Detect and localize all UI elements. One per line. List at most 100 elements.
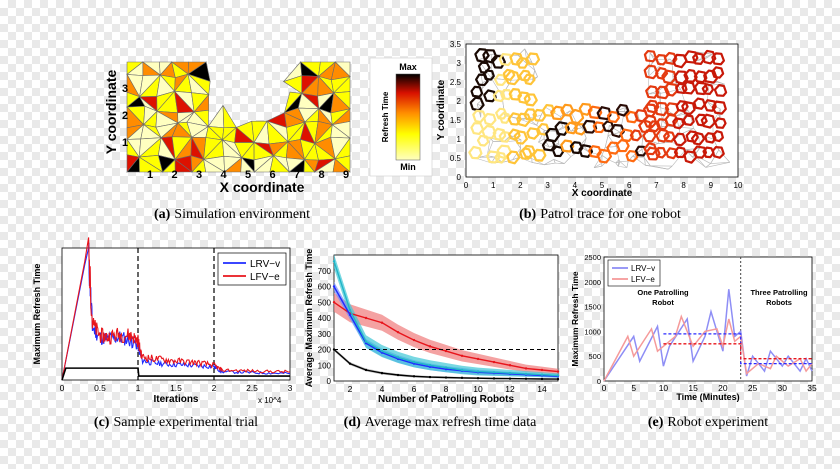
- mesh-edge: [487, 155, 496, 158]
- patrol-cell: [619, 128, 634, 143]
- panel-a-yticks: 1 2 3: [122, 83, 128, 149]
- panel-c-legend: LRV−v LFV−e: [217, 252, 287, 286]
- patrol-cell: [663, 51, 678, 65]
- panel-d-point: [444, 366, 448, 369]
- patrol-cell: [661, 69, 677, 85]
- mesh-triangle: [203, 158, 226, 173]
- patrol-cell: [681, 101, 696, 116]
- patrol-cell: [596, 106, 612, 121]
- panel-c-ylabel: Maximum Refresh Time: [32, 264, 42, 365]
- mesh-edge: [644, 157, 651, 167]
- patrol-cell: [701, 83, 715, 96]
- mesh-edge: [620, 111, 625, 127]
- panel-d-point: [508, 371, 512, 375]
- mesh-edge: [687, 109, 691, 114]
- mesh-edge: [534, 70, 538, 77]
- panel-d-point: [428, 345, 432, 348]
- panel-b-ytick: 0.5: [450, 154, 462, 163]
- patrol-cell: [703, 99, 717, 112]
- patrol-cell: [642, 129, 657, 143]
- mesh-edge: [660, 120, 663, 127]
- panel-c-caption: (c) Sample experimental trial: [94, 415, 258, 430]
- patrol-cell: [606, 141, 621, 155]
- mesh-edge: [531, 158, 545, 166]
- panel-b-xtick: 8: [681, 181, 686, 190]
- patrol-cell: [664, 102, 680, 117]
- mesh-edge: [608, 159, 616, 164]
- panel-c-xtick: 1: [136, 383, 141, 393]
- panel-c-legend-label: LFV−e: [250, 272, 280, 283]
- panel-e: 0 5 10 15 20 25 30 35 0 500 1000 1500 2000 2500 One …: [570, 253, 817, 430]
- patrol-cell: [672, 53, 688, 69]
- panel-d-point: [380, 349, 384, 353]
- patrol-cell: [643, 114, 658, 129]
- patrol-cell: [523, 73, 536, 86]
- mesh-triangle: [138, 156, 164, 173]
- patrol-cell: [635, 145, 648, 157]
- patrol-cell: [523, 93, 538, 107]
- panel-d-point: [540, 373, 544, 376]
- patrol-cell: [693, 97, 706, 110]
- panel-d-point: [508, 377, 512, 380]
- panel-c-xtick: 1.5: [170, 383, 182, 393]
- patrol-cell: [508, 88, 523, 101]
- patrol-cell: [578, 144, 594, 158]
- panel-a-xtick: 2: [171, 169, 177, 181]
- panel-e-caption-text: Robot experiment: [667, 415, 768, 430]
- panel-a-xtick: 6: [269, 169, 275, 181]
- patrol-cell: [525, 52, 541, 66]
- patrol-cell: [681, 80, 696, 95]
- panel-c-series-line: [61, 367, 290, 381]
- mesh-edge: [538, 138, 545, 143]
- panel-d-caption: (d) Average max refresh time data: [344, 415, 537, 430]
- patrol-cell: [673, 70, 689, 85]
- patrol-cell: [711, 66, 725, 79]
- patrol-cell: [643, 64, 659, 80]
- mesh-edge: [695, 51, 713, 55]
- panel-d-ylabel: Average Maximum Refresh Time: [304, 249, 314, 388]
- patrol-cell: [592, 121, 606, 134]
- panel-e-annotation-one: One Patrolling Robot: [637, 288, 689, 307]
- patrol-cell: [700, 113, 716, 129]
- panel-d-xtick: 12: [505, 384, 515, 394]
- patrol-cell: [532, 148, 547, 162]
- panel-e-annotation-three: Three Patrolling Robots: [750, 288, 808, 307]
- panel-d-point: [412, 375, 416, 378]
- panel-d-point: [428, 364, 432, 367]
- patrol-cell: [655, 54, 668, 66]
- panel-d-point: [556, 374, 560, 377]
- mesh-triangle: [222, 104, 237, 129]
- panel-d-point: [556, 370, 560, 373]
- patrol-cell: [507, 112, 522, 126]
- patrol-cell: [485, 150, 500, 164]
- patrol-cell: [685, 130, 699, 143]
- panel-c-caption-letter: (c): [94, 415, 110, 430]
- panel-a-caption: (a) Simulation environment: [154, 207, 310, 222]
- mesh-edge: [685, 148, 700, 150]
- patrol-cell: [498, 112, 511, 124]
- patrol-cell: [672, 117, 685, 130]
- panel-d-caption-letter: (d): [344, 415, 361, 430]
- panel-c-xtick: 0: [60, 383, 65, 393]
- mesh-edge: [618, 161, 621, 167]
- panel-b-ytick: 2: [457, 97, 462, 106]
- patrol-cell: [554, 121, 570, 136]
- panel-e-xtick: 35: [807, 383, 817, 393]
- patrol-cell: [537, 122, 550, 136]
- panel-d-xtick: 10: [473, 384, 483, 394]
- panel-d-point: [396, 373, 400, 377]
- panel-e-series-line: [663, 343, 812, 360]
- panel-e-xlabel: Time (Minutes): [676, 392, 739, 402]
- panel-c-xtick: 3: [288, 383, 293, 393]
- patrol-cell: [470, 85, 484, 98]
- panel-b-xtick: 6: [627, 181, 632, 190]
- mesh-edge: [668, 165, 673, 170]
- mesh-edge: [644, 157, 646, 166]
- patrol-cell: [629, 129, 643, 142]
- panel-b-ytick: 1.5: [450, 116, 462, 125]
- mesh-edge: [536, 124, 545, 131]
- mesh-edge: [619, 160, 629, 162]
- panel-d-point: [444, 376, 448, 379]
- panel-d-ytick: 400: [318, 314, 332, 323]
- panel-b-xticks: 0 1 2 3 4 5 6 7 8 9 10: [464, 181, 743, 190]
